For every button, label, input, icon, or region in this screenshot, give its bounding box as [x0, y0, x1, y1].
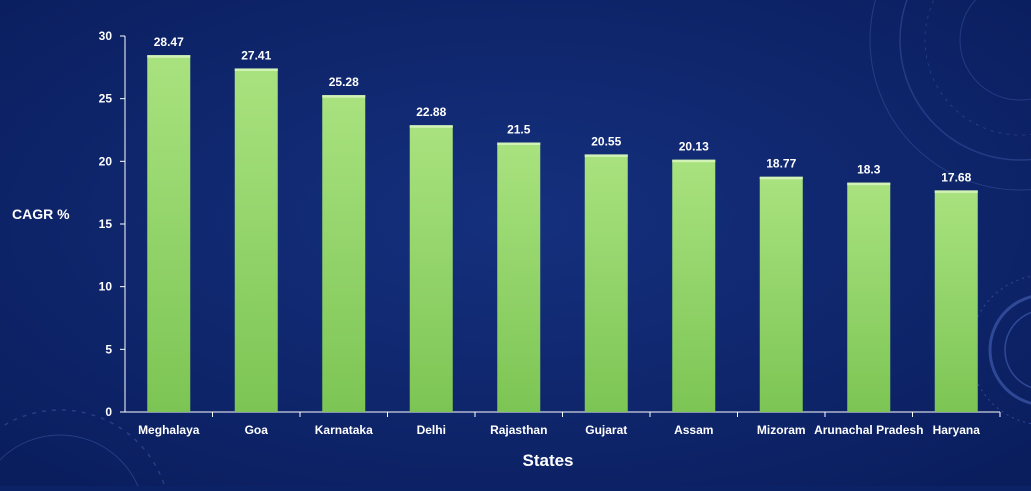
- bar: [497, 142, 541, 413]
- bar: [322, 95, 366, 412]
- x-tick-label: Meghalaya: [138, 423, 200, 437]
- decorative-arc-bottom-left: [0, 409, 167, 491]
- bar-top-highlight: [759, 176, 803, 180]
- x-tick-label: Haryana: [933, 423, 981, 437]
- bar: [759, 176, 803, 412]
- bar-top-highlight: [497, 142, 541, 146]
- x-tick-label: Arunachal Pradesh: [814, 423, 923, 437]
- x-tick-label: Karnataka: [315, 423, 373, 437]
- bar-value-label: 18.77: [766, 157, 796, 171]
- x-tick-label: Delhi: [417, 423, 446, 437]
- bar-value-label: 20.55: [591, 134, 621, 148]
- bar: [934, 190, 978, 412]
- y-tick-label: 30: [99, 29, 113, 43]
- bar: [672, 159, 716, 412]
- bar-top-highlight: [409, 125, 453, 128]
- bar-value-label: 25.28: [329, 75, 359, 89]
- bar-top-highlight: [847, 182, 891, 186]
- bar: [234, 68, 278, 412]
- y-tick-label: 25: [99, 92, 113, 106]
- decorative-circles-top-right: [869, 0, 1031, 191]
- bar-value-label: 20.13: [679, 140, 709, 154]
- y-tick-label: 10: [99, 280, 113, 294]
- bar-top-highlight: [322, 95, 366, 98]
- bar: [409, 125, 453, 412]
- x-axis-label: States: [522, 451, 573, 470]
- x-tick-label: Mizoram: [757, 423, 806, 437]
- bar: [847, 182, 891, 412]
- bar-value-label: 27.41: [241, 48, 271, 62]
- x-tick-label: Goa: [245, 423, 269, 437]
- y-tick-label: 15: [99, 217, 113, 231]
- bar-value-label: 21.5: [507, 123, 531, 137]
- bar-top-highlight: [672, 159, 716, 163]
- bar: [584, 154, 628, 412]
- bar-top-highlight: [234, 68, 278, 71]
- x-tick-label: Assam: [674, 423, 713, 437]
- x-tick-label: Gujarat: [585, 423, 627, 437]
- bar: [147, 55, 191, 413]
- x-tick-label: Rajasthan: [490, 423, 547, 437]
- y-axis-label: CAGR %: [12, 206, 70, 222]
- bar-top-highlight: [147, 55, 191, 58]
- bar-value-label: 28.47: [154, 35, 184, 49]
- y-tick-label: 0: [105, 405, 112, 419]
- bar-top-highlight: [584, 154, 628, 157]
- y-tick-label: 5: [105, 342, 112, 356]
- bar-value-label: 17.68: [941, 170, 971, 184]
- y-tick-label: 20: [99, 154, 113, 168]
- bar-value-label: 22.88: [416, 105, 446, 119]
- bar-top-highlight: [934, 190, 978, 193]
- bar-value-label: 18.3: [857, 163, 881, 177]
